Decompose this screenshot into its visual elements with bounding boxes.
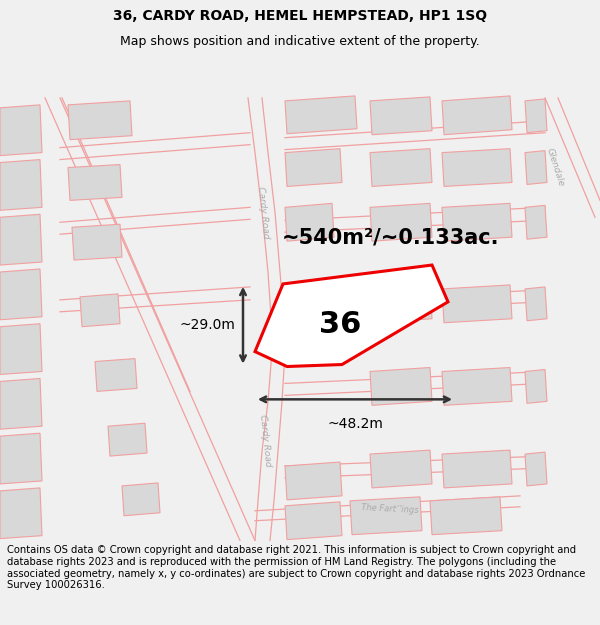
Polygon shape [370,285,432,322]
Text: 36, CARDY ROAD, HEMEL HEMPSTEAD, HP1 1SQ: 36, CARDY ROAD, HEMEL HEMPSTEAD, HP1 1SQ [113,9,487,23]
Polygon shape [285,462,342,500]
Text: Contains OS data © Crown copyright and database right 2021. This information is : Contains OS data © Crown copyright and d… [7,545,586,590]
Polygon shape [370,149,432,186]
Polygon shape [442,96,512,135]
Polygon shape [525,151,547,184]
Polygon shape [442,149,512,186]
Polygon shape [442,203,512,241]
Text: Glendale: Glendale [545,147,565,188]
Polygon shape [95,359,137,391]
Polygon shape [442,368,512,406]
Polygon shape [430,497,502,534]
Text: ~540m²/~0.133ac.: ~540m²/~0.133ac. [281,227,499,247]
Polygon shape [525,206,547,239]
Polygon shape [285,96,357,134]
Polygon shape [285,502,342,539]
Polygon shape [0,433,42,484]
Polygon shape [72,224,122,260]
Polygon shape [0,105,42,156]
Polygon shape [525,287,547,321]
Polygon shape [80,294,120,327]
Polygon shape [68,101,132,139]
Polygon shape [68,164,122,201]
Polygon shape [525,452,547,486]
Polygon shape [108,423,147,456]
Polygon shape [442,450,512,488]
Polygon shape [0,269,42,320]
Polygon shape [0,324,42,374]
Text: 36: 36 [319,310,361,339]
Text: Map shows position and indicative extent of the property.: Map shows position and indicative extent… [120,35,480,48]
Polygon shape [255,265,448,366]
Polygon shape [0,159,42,211]
Polygon shape [122,483,160,516]
Polygon shape [285,149,342,186]
Polygon shape [370,368,432,406]
Polygon shape [525,369,547,403]
Text: ~48.2m: ~48.2m [327,418,383,431]
Polygon shape [0,488,42,539]
Polygon shape [370,450,432,488]
Polygon shape [0,214,42,265]
Polygon shape [525,99,547,132]
Polygon shape [350,497,422,534]
Polygon shape [442,285,512,322]
Text: Cardy Road: Cardy Road [258,414,272,468]
Text: ~29.0m: ~29.0m [179,318,235,332]
Polygon shape [0,379,42,429]
Polygon shape [285,203,334,241]
Text: The Fart’’ings: The Fart’’ings [361,503,419,515]
Polygon shape [370,203,432,241]
Text: Cardy Road: Cardy Road [256,186,270,239]
Polygon shape [370,97,432,135]
